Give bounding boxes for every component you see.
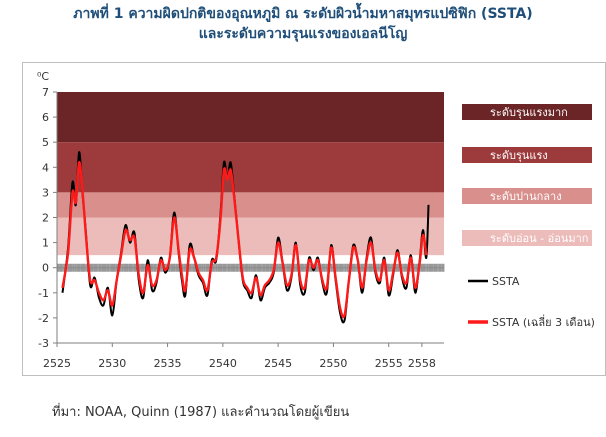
band-3 <box>57 217 444 256</box>
legend-swatch-band-3 <box>462 230 592 246</box>
x-tick-label-7: 2558 <box>408 357 436 370</box>
x-tick-label-6: 2555 <box>375 357 403 370</box>
y-tick-label-6: 3 <box>42 186 49 199</box>
legend-swatch-band-0 <box>462 104 592 120</box>
x-tick-label-4: 2545 <box>264 357 292 370</box>
x-tick-label-1: 2530 <box>98 357 126 370</box>
y-tick-label-8: 5 <box>42 136 49 149</box>
legend-label-series-0: SSTA <box>492 275 520 288</box>
legend-swatch-band-2 <box>462 188 592 204</box>
source-note: ที่มา: NOAA, Quinn (1987) และคำนวณโดยผู้… <box>52 405 350 420</box>
y-tick-label-10: 7 <box>42 86 49 99</box>
x-tick-label-0: 2525 <box>43 357 71 370</box>
legend-label-series-1: SSTA (เฉลี่ย 3 เดือน) <box>492 314 595 329</box>
legend-label-band-2: ระดับปานกลาง <box>490 190 562 203</box>
y-tick-label-5: 2 <box>42 212 49 225</box>
legend-label-band-3: ระดับอ่อน - อ่อนมาก <box>490 232 588 245</box>
y-tick-label-7: 4 <box>42 161 49 174</box>
y-tick-label-2: -1 <box>38 287 49 300</box>
chart-title: ภาพที่ 1 ความผิดปกติของอุณหภูมิ ณ ระดับผ… <box>0 4 606 44</box>
y-tick-label-3: 0 <box>42 262 49 275</box>
x-tick-label-5: 2550 <box>319 357 347 370</box>
band-2 <box>57 192 444 218</box>
title-line-1: ภาพที่ 1 ความผิดปกติของอุณหภูมิ ณ ระดับผ… <box>73 6 533 22</box>
y-unit-label: ⁰C <box>37 70 49 83</box>
legend-swatch-band-1 <box>462 147 592 163</box>
y-tick-label-9: 6 <box>42 111 49 124</box>
y-tick-label-0: -3 <box>38 337 49 350</box>
x-tick-label-3: 2540 <box>209 357 237 370</box>
y-tick-label-1: -2 <box>38 312 49 325</box>
y-tick-label-4: 1 <box>42 237 49 250</box>
series-line-ssta-3month-avg <box>61 161 428 319</box>
band-1 <box>57 142 444 193</box>
x-tick-label-2: 2535 <box>154 357 182 370</box>
title-line-2: และระดับความรุนแรงของเอลนีโญ <box>198 26 408 42</box>
legend-label-band-1: ระดับรุนแรง <box>490 149 548 162</box>
band-0 <box>57 92 444 143</box>
legend-label-band-0: ระดับรุนแรงมาก <box>490 106 568 119</box>
